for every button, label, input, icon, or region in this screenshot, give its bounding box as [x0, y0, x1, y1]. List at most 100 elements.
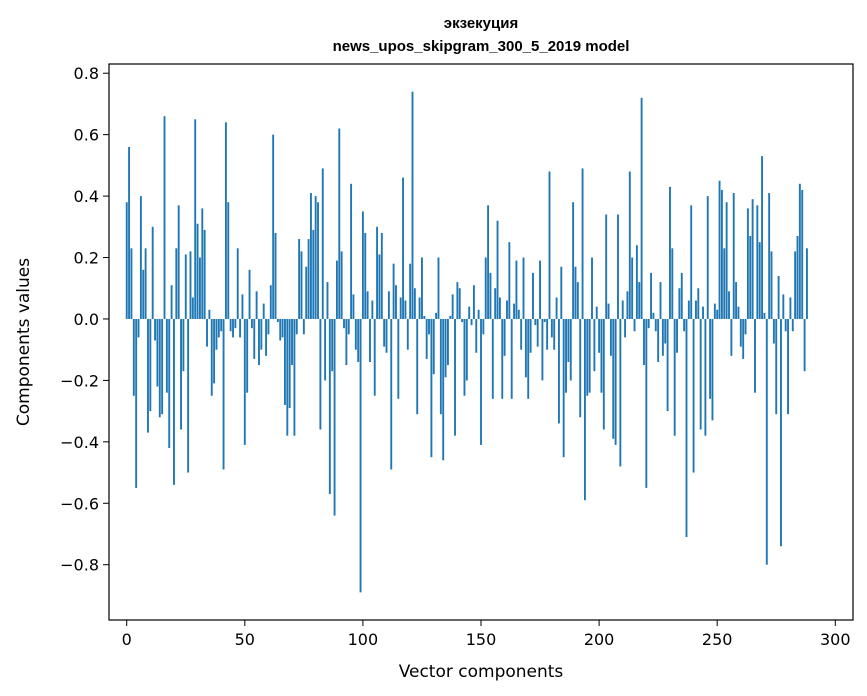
bar-107: [378, 254, 381, 319]
y-tick-label: 0.6: [74, 126, 99, 145]
bar-20: [173, 318, 175, 485]
bar-178: [546, 318, 549, 350]
bar-40: [220, 318, 223, 332]
bar-202: [602, 318, 605, 430]
bar-249: [713, 303, 716, 319]
bar-144: [465, 318, 468, 381]
bar-208: [617, 214, 619, 319]
bar-3: [132, 318, 135, 396]
y-tick-label: −0.6: [60, 494, 99, 513]
bar-0: [125, 202, 128, 319]
bar-50: [243, 318, 246, 445]
bar-141: [458, 288, 461, 319]
bar-45: [232, 318, 234, 338]
bar-92: [343, 318, 345, 329]
bar-241: [694, 300, 697, 319]
bar-260: [739, 318, 742, 347]
bar-2: [130, 248, 133, 319]
bar-236: [683, 318, 686, 332]
bar-165: [515, 260, 518, 319]
bar-206: [612, 318, 615, 439]
x-axis-label: Vector components: [399, 662, 564, 682]
bar-108: [380, 232, 383, 319]
bar-220: [645, 318, 648, 488]
bar-60: [267, 318, 270, 335]
bar-248: [711, 318, 714, 421]
bar-145: [468, 306, 471, 319]
bar-115: [397, 318, 400, 399]
bar-140: [456, 282, 459, 319]
x-axis-ticks: 0 50 100 150 200 250 300: [122, 620, 851, 649]
bar-258: [735, 282, 738, 319]
bar-185: [562, 318, 565, 458]
bar-157: [496, 220, 499, 319]
bar-135: [444, 318, 447, 378]
bar-204: [607, 303, 610, 319]
bar-182: [555, 297, 558, 319]
bar-240: [692, 318, 695, 473]
bar-189: [572, 202, 575, 319]
bar-213: [628, 171, 631, 319]
bar-43: [227, 202, 230, 319]
bar-211: [624, 318, 627, 338]
y-tick-label: −0.8: [60, 556, 99, 575]
bar-39: [217, 318, 220, 338]
bar-229: [666, 318, 669, 412]
bar-126: [423, 315, 426, 319]
x-tick-label: 300: [820, 630, 851, 649]
bar-176: [541, 318, 544, 381]
bar-156: [494, 288, 497, 319]
bar-186: [565, 318, 567, 393]
bar-80: [314, 196, 317, 319]
bar-46: [234, 318, 237, 329]
bar-30: [196, 223, 199, 319]
bar-226: [659, 282, 662, 319]
bar-281: [789, 297, 792, 319]
bar-66: [281, 318, 284, 338]
bar-1: [128, 146, 131, 319]
bar-69: [288, 318, 291, 409]
bar-170: [527, 318, 530, 399]
bar-251: [718, 180, 721, 319]
bar-142: [461, 318, 464, 323]
chart-title: экзекуция: [444, 15, 518, 32]
bar-91: [340, 251, 343, 319]
bar-257: [732, 193, 735, 319]
bar-159: [501, 318, 504, 399]
bar-175: [539, 260, 541, 319]
bar-155: [491, 318, 494, 399]
bar-47: [236, 248, 239, 319]
bar-102: [366, 291, 369, 319]
bar-31: [198, 257, 201, 319]
bar-37: [213, 318, 216, 384]
bar-203: [605, 214, 608, 319]
bar-134: [442, 318, 445, 461]
bar-252: [720, 189, 723, 319]
bar-267: [756, 205, 759, 319]
bar-195: [586, 318, 589, 396]
bar-151: [482, 318, 485, 335]
bar-114: [395, 285, 397, 319]
bar-194: [583, 318, 586, 501]
bar-111: [387, 291, 390, 319]
bars-group: [125, 91, 808, 593]
bar-56: [258, 318, 260, 366]
bar-223: [652, 312, 655, 319]
bar-256: [730, 318, 733, 356]
bar-274: [772, 318, 775, 344]
bar-96: [352, 294, 355, 319]
bar-38: [215, 318, 218, 350]
x-tick-label: 200: [584, 630, 615, 649]
bar-172: [532, 272, 534, 319]
bar-51: [246, 318, 249, 393]
bar-103: [369, 318, 371, 362]
bar-179: [548, 171, 551, 319]
bar-148: [475, 318, 478, 353]
bar-275: [775, 318, 778, 415]
bar-207: [614, 318, 617, 445]
bar-238: [687, 300, 690, 319]
bar-187: [567, 318, 570, 362]
bar-167: [520, 318, 523, 350]
bar-24: [182, 318, 185, 372]
